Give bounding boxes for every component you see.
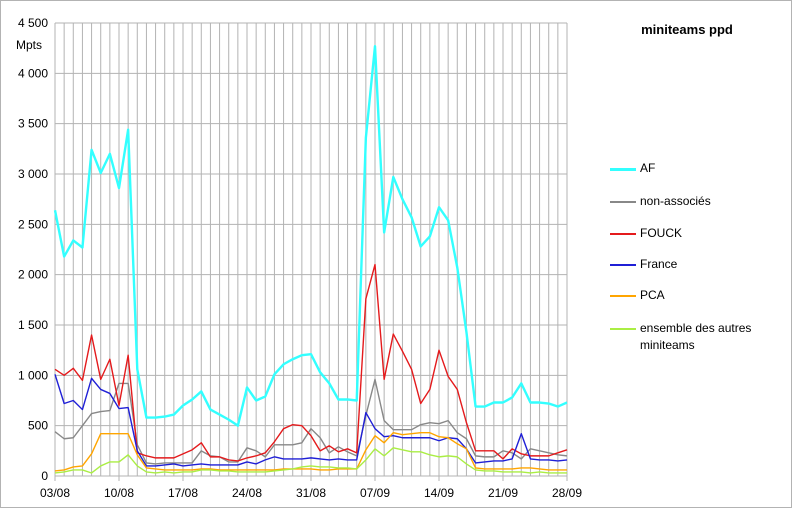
- legend-label: PCA: [640, 288, 665, 302]
- legend-swatch: [610, 295, 636, 297]
- legend-swatch: [610, 328, 636, 330]
- y-tick-label: 4 000: [18, 66, 48, 80]
- y-tick-label: 0: [41, 469, 48, 483]
- x-tick-label: 31/08: [296, 486, 326, 500]
- series-line-2: [54, 263, 568, 462]
- legend-swatch: [610, 233, 636, 235]
- chart-title: miniteams ppd: [641, 22, 733, 37]
- legend-label: non-associés: [640, 194, 711, 208]
- y-tick-label: 2 000: [18, 268, 48, 282]
- y-tick-label: 4 500: [18, 16, 48, 30]
- legend-label: France: [640, 257, 678, 271]
- x-tick-label: 07/09: [360, 486, 390, 500]
- x-tick-label: 21/09: [488, 486, 518, 500]
- legend-swatch: [610, 168, 636, 171]
- grid-layer: [54, 22, 568, 477]
- y-tick-label: 2 500: [18, 217, 48, 231]
- y-axis-unit-label: Mpts: [16, 38, 43, 52]
- series-line-3: [54, 374, 568, 467]
- y-tick-label: 1 500: [18, 318, 48, 332]
- tick-label-layer: 0 500 1 000 1 500 2 000 2 500 3 000 3 500 4 000 4…: [18, 16, 582, 500]
- axis-layer: [54, 23, 568, 481]
- y-tick-label: 3 000: [18, 167, 48, 181]
- x-tick-label: 10/08: [104, 486, 134, 500]
- series-line-4: [54, 432, 567, 472]
- x-tick-label: 03/08: [40, 486, 70, 500]
- legend-swatch: [610, 201, 636, 203]
- y-tick-label: 500: [28, 419, 48, 433]
- x-tick-label: 28/09: [552, 486, 582, 500]
- y-tick-label: 1 000: [18, 368, 48, 382]
- x-tick-label: 24/08: [232, 486, 262, 500]
- legend-label: FOUCK: [640, 226, 682, 240]
- legend-swatch: [610, 264, 636, 266]
- y-tick-label: 3 500: [18, 117, 48, 131]
- series-line-0: [53, 44, 568, 427]
- series-line-1: [54, 378, 568, 465]
- x-tick-label: 14/09: [424, 486, 454, 500]
- legend-label: AF: [640, 161, 656, 175]
- x-tick-label: 17/08: [168, 486, 198, 500]
- series-line-5: [54, 447, 567, 474]
- series-layer: [53, 44, 568, 474]
- legend-label: ensemble des autres miniteams: [640, 321, 752, 352]
